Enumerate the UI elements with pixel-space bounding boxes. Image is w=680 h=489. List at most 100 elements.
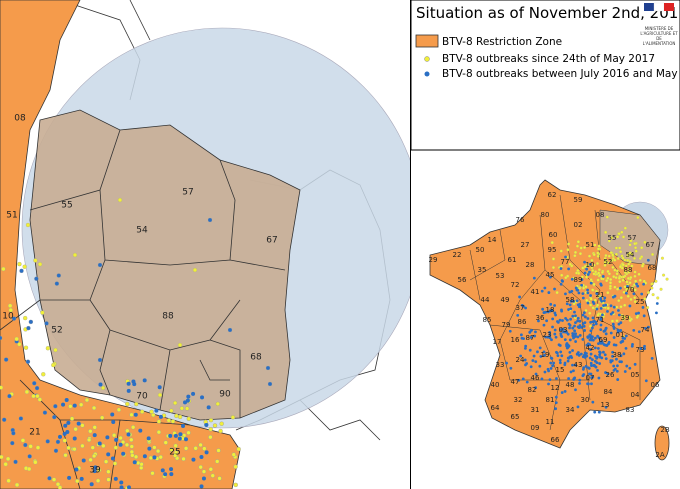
department-label: 59: [574, 196, 583, 204]
outbreak-dot: [559, 282, 563, 286]
outbreak-dot: [177, 342, 183, 348]
outbreak-dot: [124, 442, 130, 448]
outbreak-dot: [548, 333, 552, 337]
outbreak-dot: [181, 424, 186, 429]
outbreak-dot: [158, 454, 163, 460]
outbreak-dot: [219, 421, 224, 426]
outbreak-dot: [597, 268, 601, 272]
outbreak-dot: [632, 292, 636, 296]
outbreak-dot: [633, 300, 637, 304]
outbreak-dot: [633, 242, 637, 246]
outbreak-dot: [618, 360, 622, 364]
outbreak-dot: [523, 346, 527, 350]
outbreak-dot: [589, 361, 593, 365]
outbreak-dot: [559, 267, 563, 270]
outbreak-dot: [624, 347, 628, 350]
legend-box: [410, 0, 680, 151]
outbreak-dot: [129, 449, 135, 455]
legend-label: BTV-8 outbreaks between July 2016 and Ma…: [442, 68, 680, 80]
outbreak-dot: [26, 466, 32, 472]
department-label: 49: [501, 296, 510, 304]
outbreak-dot: [639, 347, 643, 350]
outbreak-dot: [546, 335, 550, 339]
outbreak-dot: [17, 342, 22, 347]
outbreak-dot: [628, 281, 632, 285]
outbreak-dot: [582, 311, 586, 315]
outbreak-dot: [599, 328, 603, 332]
outbreak-dot: [599, 296, 602, 300]
outbreak-dot: [630, 286, 634, 290]
outbreak-dot: [613, 285, 617, 289]
outbreak-dot: [612, 343, 616, 347]
outbreak-dot: [597, 376, 601, 380]
outbreak-dot: [600, 277, 604, 281]
outbreak-dot: [208, 427, 213, 432]
outbreak-dot: [557, 343, 561, 347]
outbreak-dot: [559, 350, 563, 354]
department-label: 83: [626, 406, 635, 414]
outbreak-dot: [626, 258, 630, 262]
outbreak-dot: [0, 335, 3, 341]
outbreak-dot: [547, 291, 551, 294]
outbreak-dot: [516, 313, 520, 317]
outbreak-dot: [551, 257, 555, 261]
outbreak-dot: [599, 323, 603, 327]
outbreak-dot: [585, 275, 589, 279]
outbreak-dot: [636, 284, 640, 288]
outbreak-dot: [561, 319, 564, 322]
outbreak-dot: [193, 446, 198, 451]
outbreak-dot: [628, 366, 632, 370]
outbreak-dot: [620, 313, 624, 317]
outbreak-dot: [573, 329, 577, 333]
department-label: 40: [491, 381, 500, 389]
outbreak-dot: [560, 309, 564, 313]
outbreak-dot: [602, 350, 605, 354]
outbreak-dot: [597, 410, 601, 414]
department-label: 15: [556, 366, 565, 374]
outbreak-dot: [607, 254, 611, 258]
outbreak-dot: [553, 332, 557, 336]
logo-text: MINISTÈRE DE L'AGRICULTURE ET DE L'ALIME…: [640, 26, 678, 46]
outbreak-dot: [5, 456, 11, 462]
outbreak-dot: [539, 355, 543, 358]
outbreak-dot: [74, 467, 79, 472]
outbreak-dot: [155, 448, 161, 454]
outbreak-dot: [606, 276, 610, 280]
outbreak-dot: [618, 246, 622, 250]
outbreak-dot: [172, 400, 178, 406]
outbreak-dot: [157, 385, 162, 390]
outbreak-dot: [640, 246, 644, 250]
outbreak-dot: [564, 276, 568, 280]
outbreak-dot: [40, 310, 45, 315]
title: Situation as of November 2nd, 2017: [416, 4, 680, 22]
outbreak-dot: [534, 372, 538, 376]
outbreak-dot: [588, 270, 591, 274]
department-label: 25: [169, 448, 180, 458]
outbreak-dot: [583, 271, 587, 275]
outbreak-dot: [594, 320, 598, 324]
outbreak-dot: [549, 367, 553, 370]
department-label: 67: [646, 241, 655, 249]
outbreak-dot: [110, 412, 115, 417]
outbreak-dot: [599, 341, 603, 345]
outbreak-dot: [569, 299, 573, 303]
outbreak-dot: [551, 266, 555, 270]
outbreak-dot: [616, 257, 620, 261]
outbreak-dot: [576, 352, 580, 355]
outbreak-dot: [616, 287, 620, 291]
outbreak-dot: [3, 462, 8, 467]
outbreak-dot: [37, 397, 42, 402]
outbreak-dot: [114, 437, 119, 442]
outbreak-dot: [130, 425, 136, 430]
outbreak-dot: [156, 419, 162, 424]
outbreak-dot: [566, 248, 570, 252]
outbreak-dot: [586, 273, 590, 276]
outbreak-dot: [593, 298, 597, 302]
outbreak-dot: [598, 350, 601, 354]
outbreak-dot: [624, 264, 628, 268]
outbreak-dot: [576, 316, 580, 320]
outbreak-dot: [62, 431, 67, 436]
outbreak-dot: [68, 404, 73, 409]
outbreak-dot: [174, 413, 179, 419]
